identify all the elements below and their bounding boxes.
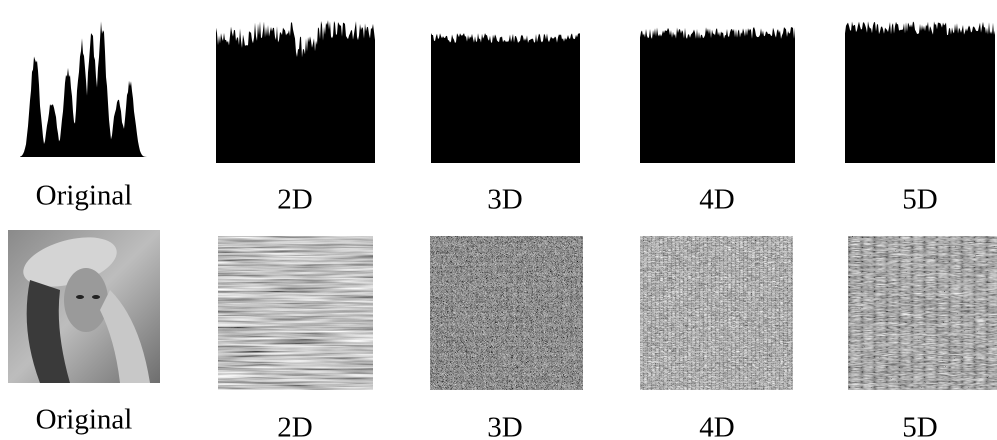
figure-graphics: [0, 0, 997, 440]
label: 2D: [277, 184, 312, 217]
label: 4D: [699, 184, 734, 217]
encrypted-image-2d: [218, 236, 373, 390]
encrypted-image-4d: [640, 236, 793, 390]
figure: Original 2D 3D 4D 5D Original 2D 3D 4D 5…: [0, 0, 997, 440]
histograms: [20, 20, 995, 163]
label: 5D: [902, 412, 937, 440]
label: Original: [36, 180, 133, 213]
label: 3D: [487, 412, 522, 440]
label: 2D: [277, 412, 312, 440]
label: Original: [36, 404, 133, 437]
encrypted-image-5d: [848, 236, 997, 390]
label: 4D: [699, 412, 734, 440]
original-image: [8, 228, 160, 383]
histogram-5d: [845, 21, 995, 163]
encrypted-image-3d: [430, 236, 583, 390]
label: 5D: [902, 184, 937, 217]
histogram-2d: [216, 20, 375, 163]
histogram-4d: [640, 27, 795, 163]
histogram-original: [20, 21, 150, 157]
label: 3D: [487, 184, 522, 217]
histogram-3d: [431, 33, 580, 163]
